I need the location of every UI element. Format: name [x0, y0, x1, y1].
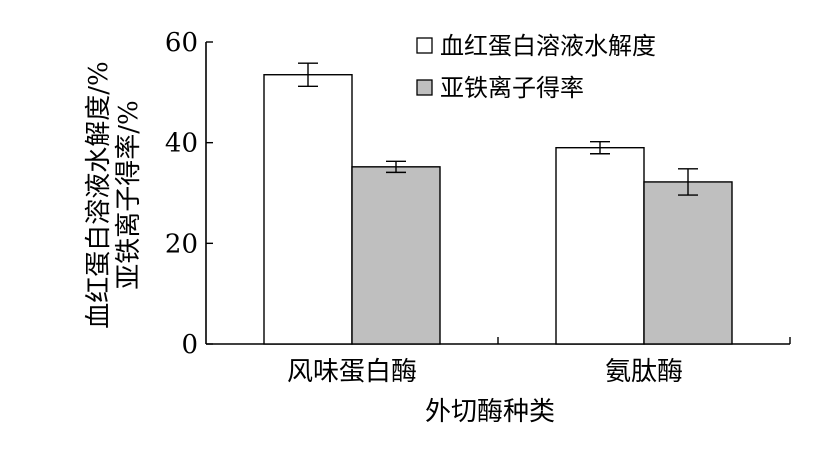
y-tick-label: 0: [181, 330, 198, 360]
x-axis-label: 外切酶种类: [425, 397, 555, 427]
bars: [263, 74, 733, 345]
bar-ferrous: [643, 181, 733, 345]
legend-swatch-ferrous: [416, 79, 433, 96]
category-label: 风味蛋白酶: [287, 357, 417, 387]
y-axis-label-line-2: 亚铁离子得率/%: [114, 100, 144, 289]
y-tick-label: 60: [165, 28, 198, 58]
bar-hydrolysis: [263, 74, 353, 345]
bar-hydrolysis: [555, 146, 645, 345]
y-axis-label-line-1: 血红蛋白溶液水解度/%: [84, 61, 114, 328]
category-label: 氨肽酶: [605, 357, 683, 387]
legend-swatch-hydrolysis: [416, 37, 433, 54]
legend-label-hydrolysis: 血红蛋白溶液水解度: [440, 32, 656, 60]
error-bars: [298, 62, 698, 196]
x-tick-labels: 风味蛋白酶 氨肽酶: [287, 357, 683, 387]
y-tick-label: 40: [165, 129, 198, 159]
bar-ferrous: [351, 166, 441, 345]
y-tick-label: 20: [165, 229, 198, 259]
legend: 血红蛋白溶液水解度 亚铁离子得率: [416, 32, 656, 102]
legend-label-ferrous: 亚铁离子得率: [440, 74, 584, 102]
y-tick-labels: 0 20 40 60: [165, 28, 198, 360]
